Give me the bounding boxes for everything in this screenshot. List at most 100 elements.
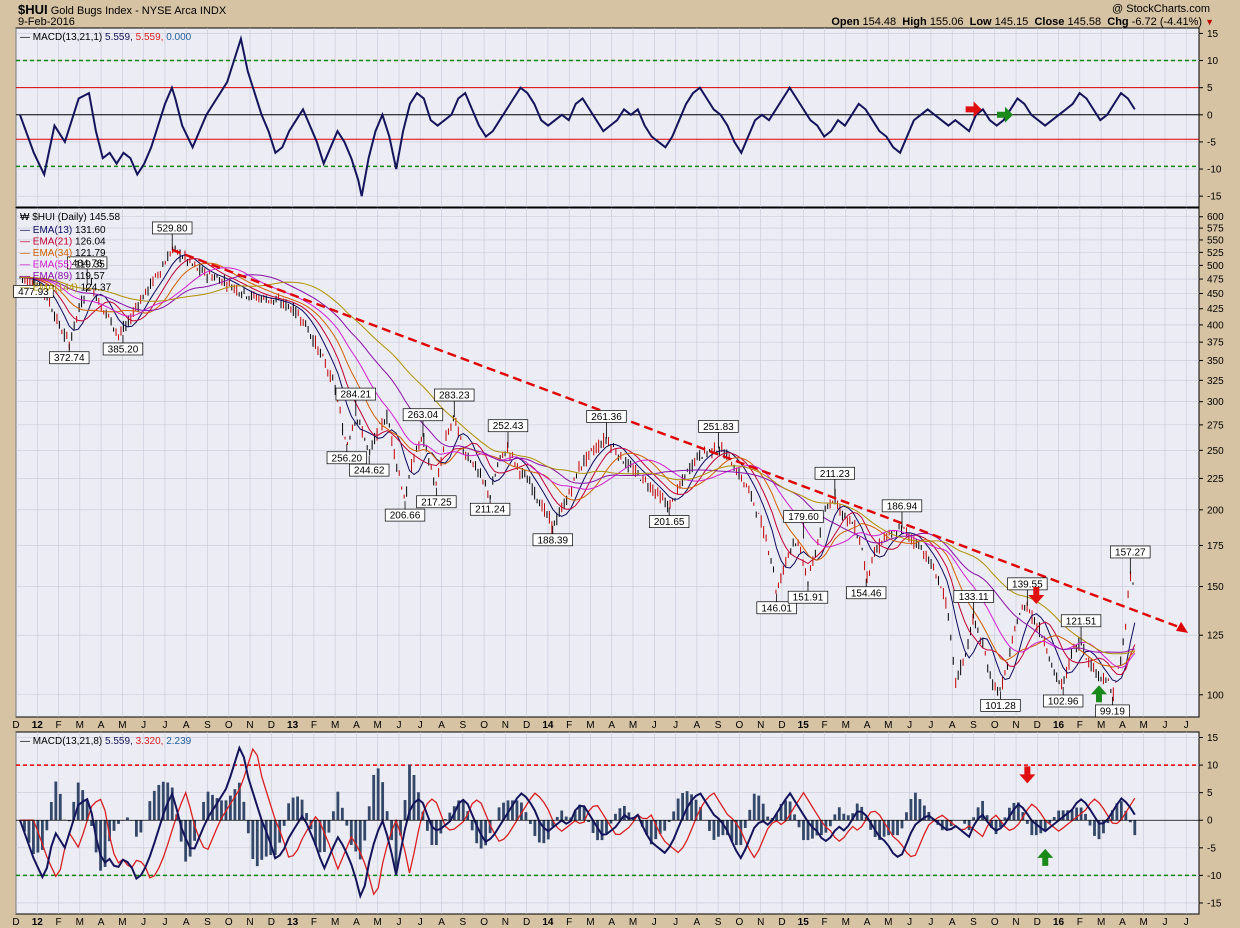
x-tick-label: N — [246, 917, 253, 928]
histogram-bar — [681, 792, 685, 821]
x-tick-label: D — [268, 917, 275, 928]
histogram-bar — [273, 820, 277, 855]
histogram-bar — [779, 803, 783, 821]
histogram-bar — [32, 820, 35, 855]
histogram-bar — [520, 802, 523, 821]
price-tick-label: 500 — [1207, 261, 1224, 272]
histogram-bar — [775, 813, 779, 821]
price-tick-label: 275 — [1207, 420, 1224, 431]
x-tick-label: S — [204, 917, 211, 928]
price-tick-label: 100 — [1207, 690, 1224, 701]
histogram-bar — [676, 798, 680, 821]
x-tick-label: 16 — [1053, 720, 1065, 731]
chart-date: 9-Feb-2016 — [18, 16, 75, 28]
histogram-bar — [999, 820, 1002, 828]
annotation-label: 151.91 — [793, 593, 824, 604]
histogram-bar — [184, 820, 188, 862]
histogram-bar — [394, 820, 398, 870]
x-tick-label: A — [949, 720, 956, 731]
histogram-bar — [887, 820, 890, 836]
ema55-line — [19, 267, 1136, 669]
green-arrow-icon — [1090, 685, 1107, 703]
annotation-label: 201.65 — [654, 517, 685, 528]
x-tick-label: M — [1140, 720, 1148, 731]
histogram-bar — [260, 820, 264, 860]
histogram-bar — [126, 817, 129, 821]
histogram-bar — [233, 789, 237, 821]
histogram-bar — [654, 820, 658, 840]
x-tick-label: J — [1184, 917, 1189, 928]
x-tick-label: M — [331, 917, 339, 928]
histogram-bar — [426, 820, 429, 831]
x-tick-label: 16 — [1053, 917, 1065, 928]
histogram-bar — [40, 820, 44, 850]
annotation-box — [783, 510, 824, 523]
price-tick-label: 400 — [1207, 320, 1224, 331]
x-tick-label: J — [141, 720, 146, 731]
histogram-bar — [891, 820, 895, 836]
price-tick-label: 250 — [1207, 446, 1224, 457]
x-tick-label: S — [970, 917, 977, 928]
x-tick-label: M — [884, 917, 892, 928]
ema-legend-item: — EMA(13) 131.60 — [20, 225, 106, 236]
histogram-bar — [667, 820, 671, 823]
x-tick-label: A — [864, 720, 871, 731]
x-tick-label: D — [1034, 720, 1041, 731]
price-tick-label: 300 — [1207, 397, 1224, 408]
x-tick-label: O — [991, 917, 999, 928]
histogram-bar — [220, 800, 223, 821]
x-tick-label: A — [1119, 720, 1126, 731]
histogram-bar — [287, 803, 291, 821]
macd-bottom-legend: — MACD(13,21,8) 5.559, 3.320, 2.239 — [20, 736, 192, 747]
x-tick-label: F — [821, 917, 827, 928]
x-tick-label: J — [907, 917, 912, 928]
macd-top-legend: — MACD(13,21,1) 5.559, 5.559, 0.000 — [20, 32, 192, 43]
histogram-bar — [117, 820, 120, 824]
price-tick-label: 125 — [1207, 631, 1224, 642]
x-tick-label: M — [1097, 917, 1105, 928]
histogram-bar — [797, 820, 801, 828]
x-tick-label: A — [694, 917, 701, 928]
x-tick-label: M — [1097, 720, 1105, 731]
x-tick-label: A — [98, 917, 105, 928]
x-tick-label: O — [736, 917, 744, 928]
macd-bottom-tick-label: 15 — [1207, 733, 1219, 744]
annotation-box — [434, 388, 475, 402]
histogram-bar — [376, 768, 380, 821]
annotation-label: 529.80 — [157, 223, 188, 234]
histogram-bar — [323, 820, 326, 852]
symbol: $HUI — [18, 2, 48, 17]
annotation-box — [1043, 694, 1084, 708]
x-tick-label: J — [1184, 720, 1189, 731]
x-tick-label: D — [268, 720, 275, 731]
histogram-bar — [408, 764, 411, 821]
histogram-bar — [596, 820, 599, 841]
x-tick-label: A — [694, 720, 701, 731]
x-tick-label: A — [183, 917, 190, 928]
annotation-label: 179.60 — [788, 512, 819, 523]
x-tick-label: D — [778, 917, 785, 928]
histogram-bar — [748, 809, 752, 821]
histogram-bar — [511, 800, 514, 821]
histogram-bar — [542, 820, 546, 844]
quote-bar: Open 154.48 High 155.06 Low 145.15 Close… — [831, 16, 1214, 28]
histogram-bar — [1070, 810, 1074, 821]
annotation-label: 284.21 — [340, 390, 371, 401]
histogram-bar — [802, 820, 805, 841]
histogram-bar — [752, 793, 756, 821]
index-name: Gold Bugs Index - NYSE Arca — [50, 5, 197, 17]
histogram-bar — [45, 820, 49, 831]
histogram-bar — [179, 820, 183, 842]
price-tick-label: 525 — [1207, 248, 1224, 259]
x-tick-label: M — [76, 720, 84, 731]
histogram-bar — [229, 795, 232, 821]
annotation-box — [1110, 545, 1151, 559]
histogram-bar — [399, 820, 402, 836]
x-tick-label: J — [162, 720, 167, 731]
histogram-bar — [461, 800, 465, 821]
histogram-bar — [878, 820, 882, 840]
ema-legend-item: — EMA(144) 124.37 — [20, 283, 112, 294]
price-tick-label: 600 — [1207, 212, 1224, 223]
histogram-bar — [85, 800, 89, 821]
